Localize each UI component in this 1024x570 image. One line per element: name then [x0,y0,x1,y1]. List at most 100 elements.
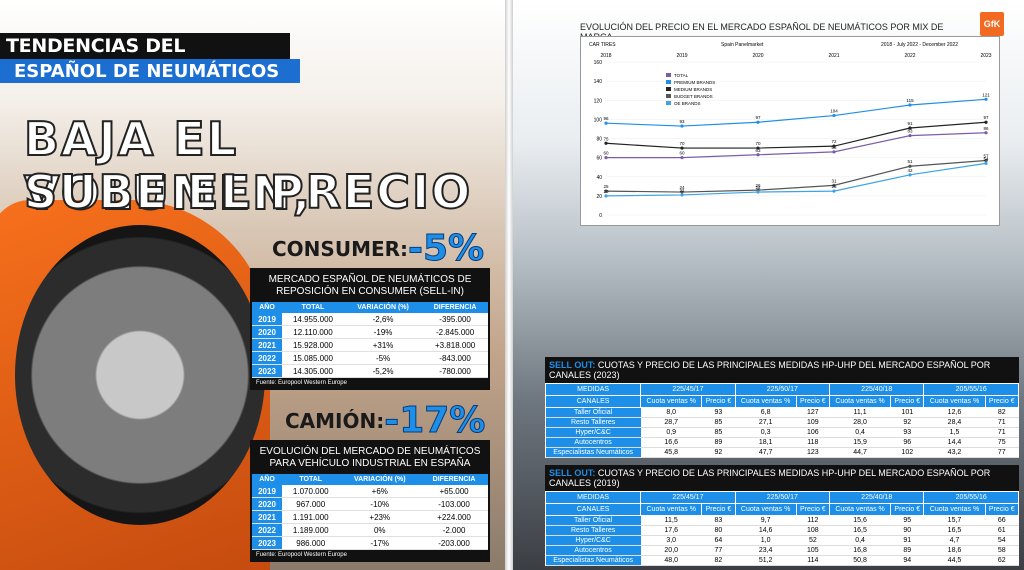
x-tick-label: 2022 [904,53,915,59]
table-row: 2021 1.191.000 +23% +224.000 [252,510,488,524]
column-header: AÑO [252,474,282,485]
channel-cell: Taller Oficial [545,515,641,526]
size-header: 225/40/18 [829,491,925,504]
table-cell: 71 [985,417,1019,428]
year-cell: 2022 [252,523,282,537]
table-cell: 0,4 [829,427,891,438]
data-label: 83 [907,129,913,134]
table-cell: -2.845.000 [422,325,488,339]
legend-swatch [666,101,671,105]
table-cell: 15,7 [923,515,985,526]
subcols-row: CANALES Cuota ventas % Precio € Cuota venta… [544,395,1019,408]
data-point [604,121,608,125]
table-cell: 16,5 [829,525,891,536]
table-cell: +3.818.000 [422,338,488,352]
table-cell: 85 [701,427,736,438]
sellout-title-text: CUOTAS Y PRECIO DE LAS PRINCIPALES MEDID… [549,468,991,488]
table-row: Autocentros 16,6 89 18,1 118 15,9 96 14,4 75 [545,437,1019,448]
table-cell: 17,6 [640,525,702,536]
sellout-year: (2019) [593,478,620,488]
data-point [680,193,684,197]
data-label: 115 [906,98,914,103]
table-row: 2019 1.070.000 +6% +65.000 [252,485,488,498]
data-point [756,146,760,150]
channel-cell: Taller Oficial [545,407,641,418]
legend-label: TOTAL [674,73,689,78]
data-label: 25 [831,184,837,189]
table-cell: 83 [701,515,736,526]
table-cell: 28,0 [829,417,891,428]
y-tick-label: 120 [594,98,603,104]
table-row: 2022 15.085.000 -5% -843.000 [252,351,488,365]
table-cell: 89 [701,437,736,448]
table-cell: 12.110.000 [282,325,344,339]
table-row: 2020 12.110.000 -19% -2.845.000 [252,325,488,339]
left-page: TENDENCIAS DEL MERCADO ESPAÑOL DE NEUMÁT… [0,0,505,570]
table-cell: 28,7 [640,417,702,428]
table-row: 2023 986.000 -17% -203.000 [252,536,488,550]
data-label: 51 [907,159,913,164]
table-cell: 0,3 [735,427,797,438]
sizes-row: MEDIDAS 225/45/17 225/50/17 225/40/18 205/55… [544,491,1019,504]
table-row: Taller Oficial 8,0 93 6,8 127 11,1 101 12,6 82 [545,407,1019,418]
consumer-pct: -5% [408,228,485,270]
canales-header: CANALES [544,395,642,408]
size-header: 225/45/17 [640,383,736,396]
table-cell: 16,6 [640,437,702,448]
data-point [832,150,836,154]
table-cell: 14,4 [923,437,985,448]
data-label: 121 [982,92,990,97]
table-cell: 54 [985,535,1019,546]
table-cell: 44,7 [829,447,891,458]
table-cell: 123 [796,447,830,458]
data-point [908,173,912,177]
table-cell: -103.000 [420,497,488,511]
subcol-header: Precio € [795,395,831,408]
series-line [605,159,987,193]
sellout-title-2023: SELL OUT: CUOTAS Y PRECIO DE LAS PRINCIP… [545,357,1019,383]
channel-cell: Autocentros [545,437,641,448]
data-point [984,120,988,124]
table-cell: 43,2 [923,447,985,458]
chart-sub-left: CAR TIRES [589,42,616,48]
column-header: TOTAL [282,302,344,313]
data-point [604,156,608,160]
table-row: Resto Talleres 28,7 85 27,1 109 28,0 92 28,4 71 [545,417,1019,428]
table-cell: 95 [890,515,924,526]
column-header: DIFERENCIA [422,302,488,313]
year-cell: 2020 [252,325,282,339]
data-label: 31 [831,178,837,183]
table-cell: 85 [701,417,736,428]
table-cell: 1.189.000 [282,523,340,537]
subcol-header: Cuota ventas % [829,503,892,516]
table-cell: 77 [701,545,736,556]
y-tick-label: 160 [594,60,603,66]
subcol-header: Precio € [701,503,736,516]
data-point [908,134,912,138]
sellout-prefix: SELL OUT: [549,468,596,478]
wheel-image [15,225,265,525]
series-line [606,132,987,159]
table-cell: 0% [339,523,421,537]
sellout-title-text: CUOTAS Y PRECIO DE LAS PRINCIPALES MEDID… [549,360,991,380]
table-cell: 114 [796,555,830,566]
x-tick-label: 2020 [752,53,763,59]
y-tick-label: 60 [596,156,602,162]
table-row: Especialistas Neumáticos 45,8 92 47,7 123 44,… [545,447,1019,458]
table-cell: +6% [339,485,421,498]
consumer-table: MERCADO ESPAÑOL DE NEUMÁTICOS DE REPOSIC… [250,268,490,390]
consumer-source: Fuente: Europool Western Europe [252,378,488,388]
table-cell: +23% [339,510,421,524]
table-cell: 20,0 [640,545,702,556]
table-cell: 9,7 [735,515,797,526]
table-cell: 1.191.000 [282,510,340,524]
table-cell: 109 [796,417,830,428]
table-cell: -2,6% [343,313,423,326]
data-point [756,153,760,157]
table-cell: +65.000 [420,485,488,498]
price-chart: CAR TIRES Spain Panelmarket 2018 - July … [580,36,1000,226]
consumer-table-title: MERCADO ESPAÑOL DE NEUMÁTICOS DE REPOSIC… [252,270,488,302]
table-cell: 16,5 [923,525,985,536]
table-cell: 27,1 [735,417,797,428]
table-cell: 48,0 [640,555,702,566]
